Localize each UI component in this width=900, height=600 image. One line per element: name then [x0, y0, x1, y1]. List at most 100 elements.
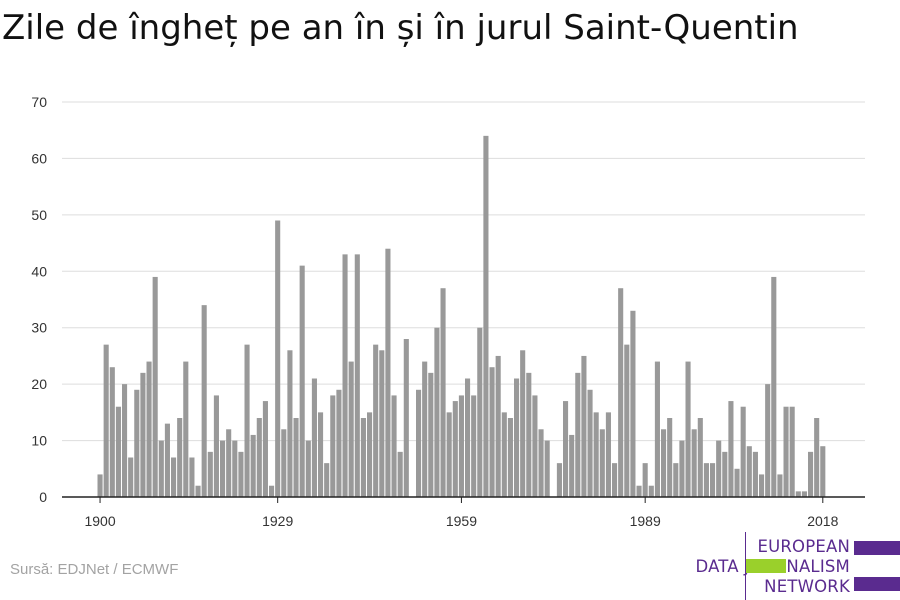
bar-1907	[140, 372, 146, 497]
bar-1953	[422, 361, 428, 497]
bar-1957	[446, 412, 452, 497]
bar-1910	[158, 440, 164, 497]
bar-1912	[171, 457, 177, 497]
bar-1965	[495, 355, 501, 497]
bar-1956	[440, 288, 446, 497]
bar-1976	[563, 401, 569, 497]
y-tick-label: 20	[31, 376, 47, 392]
bar-1958	[452, 401, 458, 497]
bar-1991	[654, 361, 660, 497]
bar-1966	[501, 412, 507, 497]
y-tick-label: 50	[31, 207, 47, 223]
bar-1997	[691, 429, 697, 497]
bar-1973	[544, 440, 550, 497]
bar-1947	[385, 248, 391, 497]
x-tick-label: 1929	[262, 513, 293, 529]
bar-1983	[605, 412, 611, 497]
logo-line-3: NETWORK	[764, 577, 850, 596]
bar-2017	[814, 418, 820, 497]
bar-1911	[164, 423, 170, 497]
bar-1941	[348, 361, 354, 497]
logo-bar-purple-top	[854, 541, 900, 555]
bar-1979	[581, 355, 587, 497]
bar-1995	[679, 440, 685, 497]
logo-line-1: EUROPEAN	[757, 537, 850, 556]
bar-1980	[587, 389, 593, 497]
bar-1930	[281, 429, 287, 497]
bar-1913	[177, 418, 183, 497]
edjnet-logo: EUROPEAN DATA JOURNALISM NETWORK	[695, 532, 900, 600]
bar-1946	[379, 350, 385, 497]
bar-2016	[808, 451, 814, 497]
bar-1968	[514, 378, 520, 497]
bar-1926	[256, 418, 262, 497]
bar-2009	[765, 384, 771, 497]
bar-1920	[220, 440, 226, 497]
bar-1996	[685, 361, 691, 497]
bar-1929	[275, 220, 281, 497]
bar-2010	[771, 276, 777, 497]
bar-1914	[183, 361, 189, 497]
bar-1948	[391, 395, 397, 497]
bar-2000	[710, 463, 716, 497]
bar-1939	[336, 389, 342, 497]
bar-1935	[311, 378, 317, 497]
bar-1938	[330, 395, 336, 497]
gridlines	[62, 101, 865, 442]
bar-1977	[569, 434, 575, 497]
bar-1967	[507, 418, 513, 497]
bar-1952	[416, 389, 422, 497]
bar-1963	[483, 135, 489, 497]
bar-1940	[342, 254, 348, 497]
frost-days-bar-chart: 0 10 20 30 40 50 60 70 1900 1929 1959 1989 2018	[31, 94, 865, 529]
logo-bar-green	[746, 559, 786, 573]
bar-1987	[630, 310, 636, 497]
bar-1969	[520, 350, 526, 497]
bar-1982	[599, 429, 605, 497]
bar-1933	[299, 265, 305, 497]
bar-1905	[128, 457, 134, 497]
bar-1922	[232, 440, 238, 497]
bar-1915	[189, 457, 195, 497]
bar-1945	[373, 344, 379, 497]
bar-1921	[226, 429, 232, 497]
y-tick-label: 0	[39, 489, 47, 505]
chart-title: Zile de îngheț pe an în și în jurul Sain…	[2, 8, 799, 48]
bar-1988	[636, 485, 642, 497]
bar-2011	[777, 474, 783, 497]
bar-1971	[532, 395, 538, 497]
bar-2012	[783, 406, 789, 497]
bar-1924	[244, 344, 250, 497]
bar-1964	[489, 367, 495, 497]
bar-2007	[752, 451, 758, 497]
bar-1902	[109, 367, 115, 497]
bar-1975	[556, 463, 562, 497]
bar-1908	[146, 361, 152, 497]
bar-1919	[213, 395, 219, 497]
bar-1992	[661, 429, 667, 497]
bar-1970	[526, 372, 532, 497]
bar-1954	[428, 372, 434, 497]
bar-1944	[367, 412, 373, 497]
bar-1962	[477, 327, 483, 497]
bar-1904	[122, 384, 128, 497]
bar-1955	[434, 327, 440, 497]
bar-1942	[354, 254, 360, 497]
bar-2018	[820, 446, 826, 497]
logo-bar-purple-bottom	[854, 577, 900, 591]
x-tick-labels: 1900 1929 1959 1989 2018	[84, 513, 838, 529]
bar-1909	[152, 276, 158, 497]
bar-1943	[360, 418, 366, 497]
bar-1916	[195, 485, 201, 497]
bar-1986	[624, 344, 630, 497]
bar-1984	[612, 463, 618, 497]
y-tick-label: 30	[31, 320, 47, 336]
bar-2006	[746, 446, 752, 497]
bar-1960	[465, 378, 471, 497]
y-tick-label: 60	[31, 150, 47, 166]
bar-1906	[134, 389, 140, 497]
bar-1900	[97, 474, 103, 497]
bar-1927	[262, 401, 268, 497]
bar-1978	[575, 372, 581, 497]
bar-2005	[740, 406, 746, 497]
